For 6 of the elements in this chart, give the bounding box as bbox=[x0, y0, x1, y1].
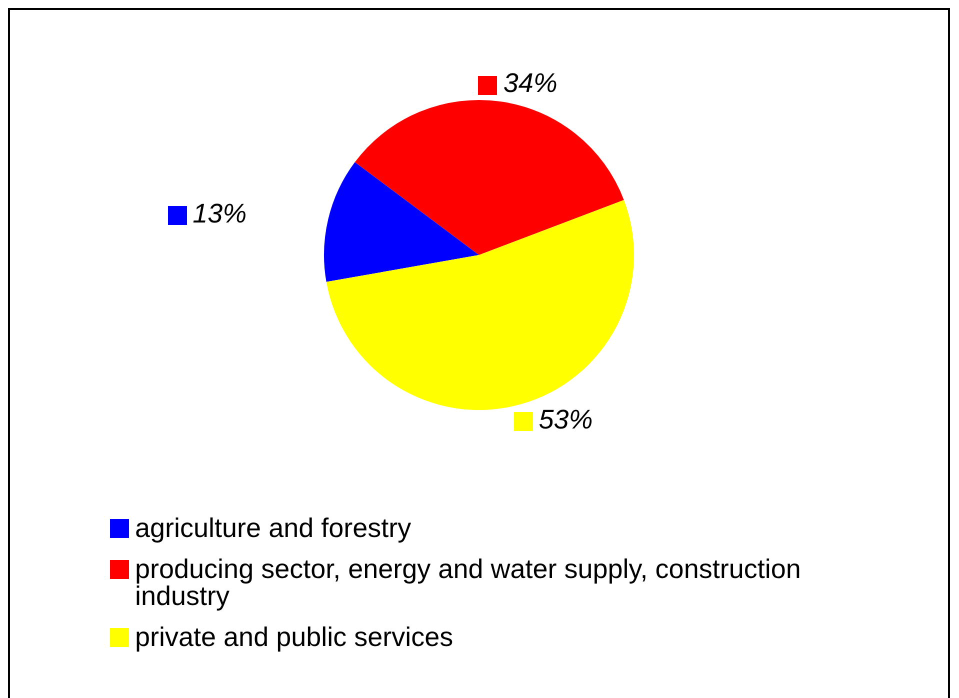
data-label: 13% bbox=[192, 198, 247, 229]
data-label: 53% bbox=[538, 404, 593, 434]
data-label: 34% bbox=[503, 68, 558, 98]
legend-label: private and public services bbox=[135, 622, 454, 652]
legend-label: agriculture and forestry bbox=[135, 513, 412, 543]
legend-label: producing sector, energy and water supply, construction industry bbox=[135, 554, 802, 611]
